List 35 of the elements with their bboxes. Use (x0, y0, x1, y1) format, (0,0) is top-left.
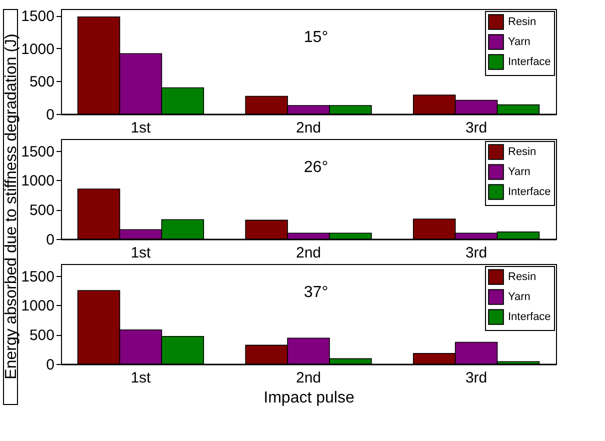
x-tick-label: 3rd (465, 370, 488, 386)
x-tick-label: 2nd (296, 244, 322, 262)
y-tick-label: 1500 (21, 268, 54, 286)
legend-label: Resin (508, 16, 536, 28)
x-axis-title: Impact pulse (264, 390, 354, 406)
x-tick-label: 3rd (465, 244, 488, 262)
y-tick-label: 1500 (21, 8, 54, 26)
y-tick-label: 0 (46, 232, 54, 248)
legend-label: Interface (508, 56, 551, 68)
y-tick-label: 1000 (21, 172, 54, 190)
y-tick-label: 500 (29, 327, 54, 344)
x-tick-label: 2nd (296, 120, 322, 136)
annotation: 15° (304, 29, 328, 46)
x-tick-label: 2nd (296, 370, 322, 386)
y-tick-label: 500 (29, 74, 54, 91)
annotation: 37° (304, 284, 328, 301)
y-tick-label: 0 (46, 356, 54, 374)
y-tick-label: 500 (29, 202, 54, 220)
legend-label: Resin (508, 271, 536, 283)
x-tick-label: 3rd (465, 120, 488, 136)
y-tick-label: 0 (46, 106, 54, 124)
x-tick-label: 1st (130, 120, 152, 136)
annotation: 26° (304, 159, 328, 176)
y-tick-label: 1000 (21, 40, 54, 58)
x-tick-label: 1st (130, 244, 152, 262)
legend-label: Yarn (508, 291, 530, 303)
y-axis-title: Energy absorbed due to stiffness degradation (J) (3, 34, 20, 380)
y-tick-label: 1000 (21, 298, 54, 315)
legend-label: Yarn (508, 166, 530, 178)
legend-label: Yarn (508, 36, 530, 48)
legend-label: Interface (508, 311, 551, 323)
legend-label: Interface (508, 186, 551, 198)
x-tick-label: 1st (130, 370, 152, 386)
y-tick-label: 1500 (21, 143, 54, 160)
legend-label: Resin (508, 146, 536, 158)
